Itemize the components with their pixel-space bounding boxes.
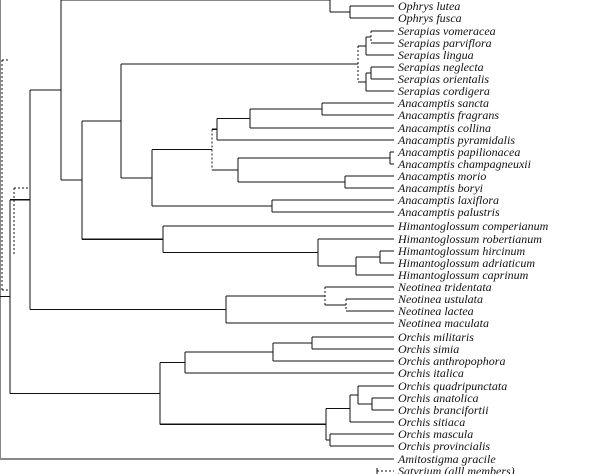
taxon-label: Orchis mascula xyxy=(398,427,473,441)
taxon-label: Anacamptis papilionacea xyxy=(397,145,520,159)
taxon-label: Anacamptis collina xyxy=(397,121,491,135)
taxon-label: Anacamptis morio xyxy=(397,169,486,183)
taxon-label: Orchis brancifortii xyxy=(398,403,489,417)
taxon-label: Orchis militaris xyxy=(398,330,474,344)
taxon-label: Serapias parviflora xyxy=(398,36,492,50)
taxon-label: Ophrys lutea xyxy=(398,0,460,13)
taxon-label: Neotinea maculata xyxy=(397,316,489,330)
taxon-label: Orchis sitiaca xyxy=(398,415,465,429)
taxon-label: Anacamptis laxiflora xyxy=(397,193,499,207)
taxon-label: Himantoglossum adriaticum xyxy=(397,256,535,270)
taxon-label: Anacamptis champagneuxii xyxy=(397,157,531,171)
tree-branches xyxy=(0,0,394,474)
taxon-label: Serapias lingua xyxy=(398,48,474,62)
taxon-label: Anacamptis pyramidalis xyxy=(397,133,515,147)
taxon-label: Orchis anthropophora xyxy=(398,354,505,368)
taxon-label: Orchis simia xyxy=(398,342,459,356)
taxon-label: Himantoglossum comperianum xyxy=(397,219,549,233)
taxon-label: Serapias cordigera xyxy=(398,84,490,98)
taxon-label: Orchis provincialis xyxy=(398,439,490,453)
taxon-label: Neotinea lactea xyxy=(397,304,474,318)
taxon-label: Orchis anatolica xyxy=(398,391,479,405)
taxon-label: Orchis italica xyxy=(398,366,464,380)
taxon-label: Anacamptis fragrans xyxy=(397,108,499,122)
taxon-label: Serapias neglecta xyxy=(398,60,484,74)
taxon-label: Satyrium (alll members) xyxy=(398,464,515,474)
taxon-label: Ophrys fusca xyxy=(398,11,462,25)
taxon-label: Serapias orientalis xyxy=(398,72,489,86)
taxon-label: Himantoglossum caprinum xyxy=(397,268,529,282)
taxon-label: Neotinea tridentata xyxy=(397,280,492,294)
taxon-label: Anacamptis boryi xyxy=(397,181,483,195)
taxon-label: Himantoglossum robertianum xyxy=(397,232,542,246)
taxon-label: Anacamptis sancta xyxy=(397,96,489,110)
taxon-label: Serapias vomeracea xyxy=(398,24,496,38)
taxon-label: Amitostigma gracile xyxy=(397,452,496,466)
taxon-label: Neotinea ustulata xyxy=(397,292,483,306)
taxon-label: Orchis quadripunctata xyxy=(398,379,507,393)
taxon-label: Anacamptis palustris xyxy=(397,205,500,219)
taxon-label: Himantoglossum hircinum xyxy=(397,244,526,258)
